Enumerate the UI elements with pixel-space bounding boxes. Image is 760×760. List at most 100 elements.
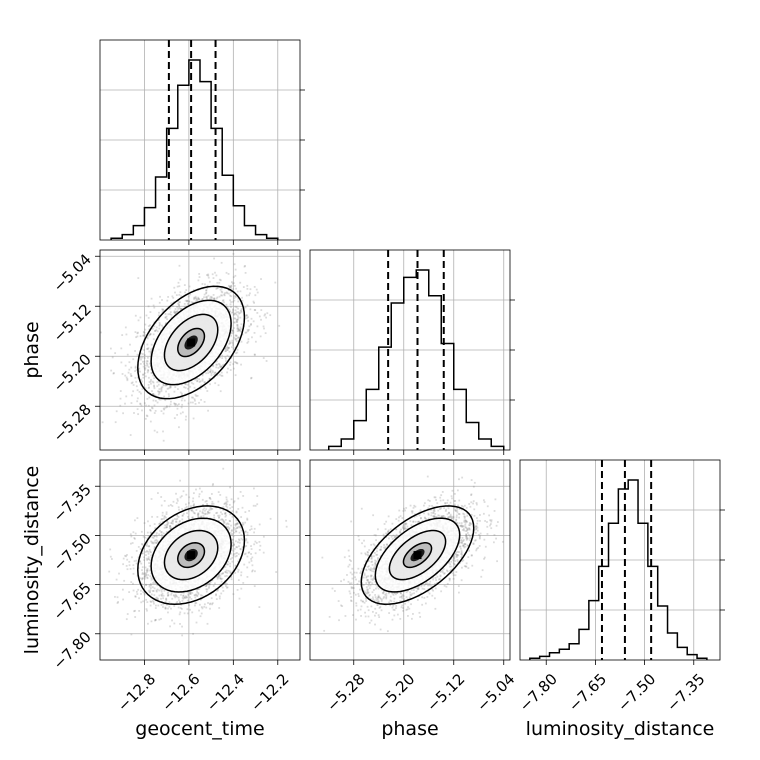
sample-point: [230, 549, 233, 552]
sample-point: [225, 360, 227, 362]
sample-point: [232, 549, 235, 552]
sample-point: [143, 331, 146, 334]
sample-point: [161, 518, 164, 520]
sample-point: [146, 397, 149, 400]
sample-point: [275, 571, 278, 573]
sample-point: [181, 599, 184, 602]
sample-point: [161, 514, 164, 517]
sample-point: [147, 384, 150, 386]
sample-point: [142, 600, 145, 603]
sample-point: [217, 589, 219, 592]
sample-point: [139, 316, 142, 319]
sample-point: [132, 358, 135, 361]
sample-point: [155, 538, 158, 541]
sample-point: [215, 594, 217, 597]
sample-point: [194, 602, 197, 605]
sample-point: [147, 356, 149, 359]
sample-point: [159, 521, 162, 524]
sample-point: [202, 515, 205, 517]
sample-point: [150, 372, 153, 374]
sample-point: [204, 513, 207, 516]
sample-point: [236, 321, 239, 323]
sample-point: [211, 364, 214, 367]
sample-point: [210, 296, 213, 299]
sample-point: [137, 331, 139, 334]
sample-point: [239, 329, 241, 332]
sample-point: [249, 308, 252, 311]
sample-point: [152, 393, 154, 395]
sample-point: [241, 299, 244, 302]
sample-point: [226, 345, 229, 348]
sample-point: [129, 434, 132, 436]
sample-point: [152, 393, 155, 396]
sample-point: [214, 582, 216, 585]
sample-point: [122, 557, 125, 560]
sample-point: [224, 356, 227, 359]
sample-point: [195, 298, 198, 301]
sample-point: [150, 382, 152, 385]
sample-point: [176, 595, 178, 598]
sample-point: [244, 306, 247, 309]
sample-point: [115, 410, 118, 413]
sample-point: [221, 572, 224, 575]
sample-point: [240, 308, 243, 311]
sample-point: [169, 313, 171, 316]
sample-point: [158, 321, 161, 324]
sample-point: [232, 535, 235, 538]
sample-point: [192, 302, 195, 304]
sample-point: [150, 378, 152, 381]
sample-point: [229, 513, 231, 516]
sample-point: [200, 606, 203, 608]
sample-point: [161, 311, 164, 313]
sample-point: [226, 508, 229, 511]
sample-point: [233, 543, 235, 546]
sample-point: [111, 356, 114, 359]
sample-point: [173, 402, 176, 405]
sample-point: [143, 372, 146, 375]
sample-point: [149, 600, 152, 603]
sample-point: [146, 569, 149, 572]
sample-point: [147, 574, 150, 576]
sample-point: [226, 571, 229, 574]
sample-point: [147, 376, 150, 379]
sample-point: [175, 311, 178, 313]
sample-point: [161, 385, 164, 388]
sample-point: [191, 401, 194, 404]
sample-point: [139, 402, 142, 405]
sample-point: [234, 312, 237, 315]
sample-point: [163, 408, 166, 411]
sample-point: [196, 588, 199, 591]
sample-point: [201, 498, 204, 501]
sample-point: [176, 285, 179, 288]
sample-point: [226, 346, 229, 349]
sample-point: [215, 274, 218, 277]
sample-point: [207, 602, 209, 604]
sample-point: [217, 500, 220, 503]
sample-point: [198, 276, 201, 278]
sample-point: [191, 396, 193, 399]
sample-point: [222, 506, 225, 508]
sample-point: [236, 351, 239, 354]
sample-point: [246, 533, 249, 536]
sample-point: [234, 523, 237, 526]
sample-point: [232, 553, 235, 555]
sample-point: [135, 336, 137, 339]
sample-point: [147, 535, 150, 538]
sample-point: [173, 311, 176, 314]
sample-point: [149, 587, 152, 590]
sample-point: [169, 384, 172, 387]
sample-point: [234, 565, 237, 568]
sample-point: [144, 368, 147, 371]
sample-point: [195, 593, 198, 596]
sample-point: [198, 378, 201, 381]
sample-point: [254, 309, 257, 312]
sample-point: [231, 541, 234, 544]
sample-point: [231, 330, 234, 332]
sample-point: [168, 605, 171, 608]
sample-point: [222, 299, 225, 302]
sample-point: [221, 586, 224, 589]
sample-point: [204, 509, 206, 512]
sample-point: [187, 515, 190, 518]
sample-point: [217, 575, 220, 578]
sample-point: [230, 281, 233, 284]
